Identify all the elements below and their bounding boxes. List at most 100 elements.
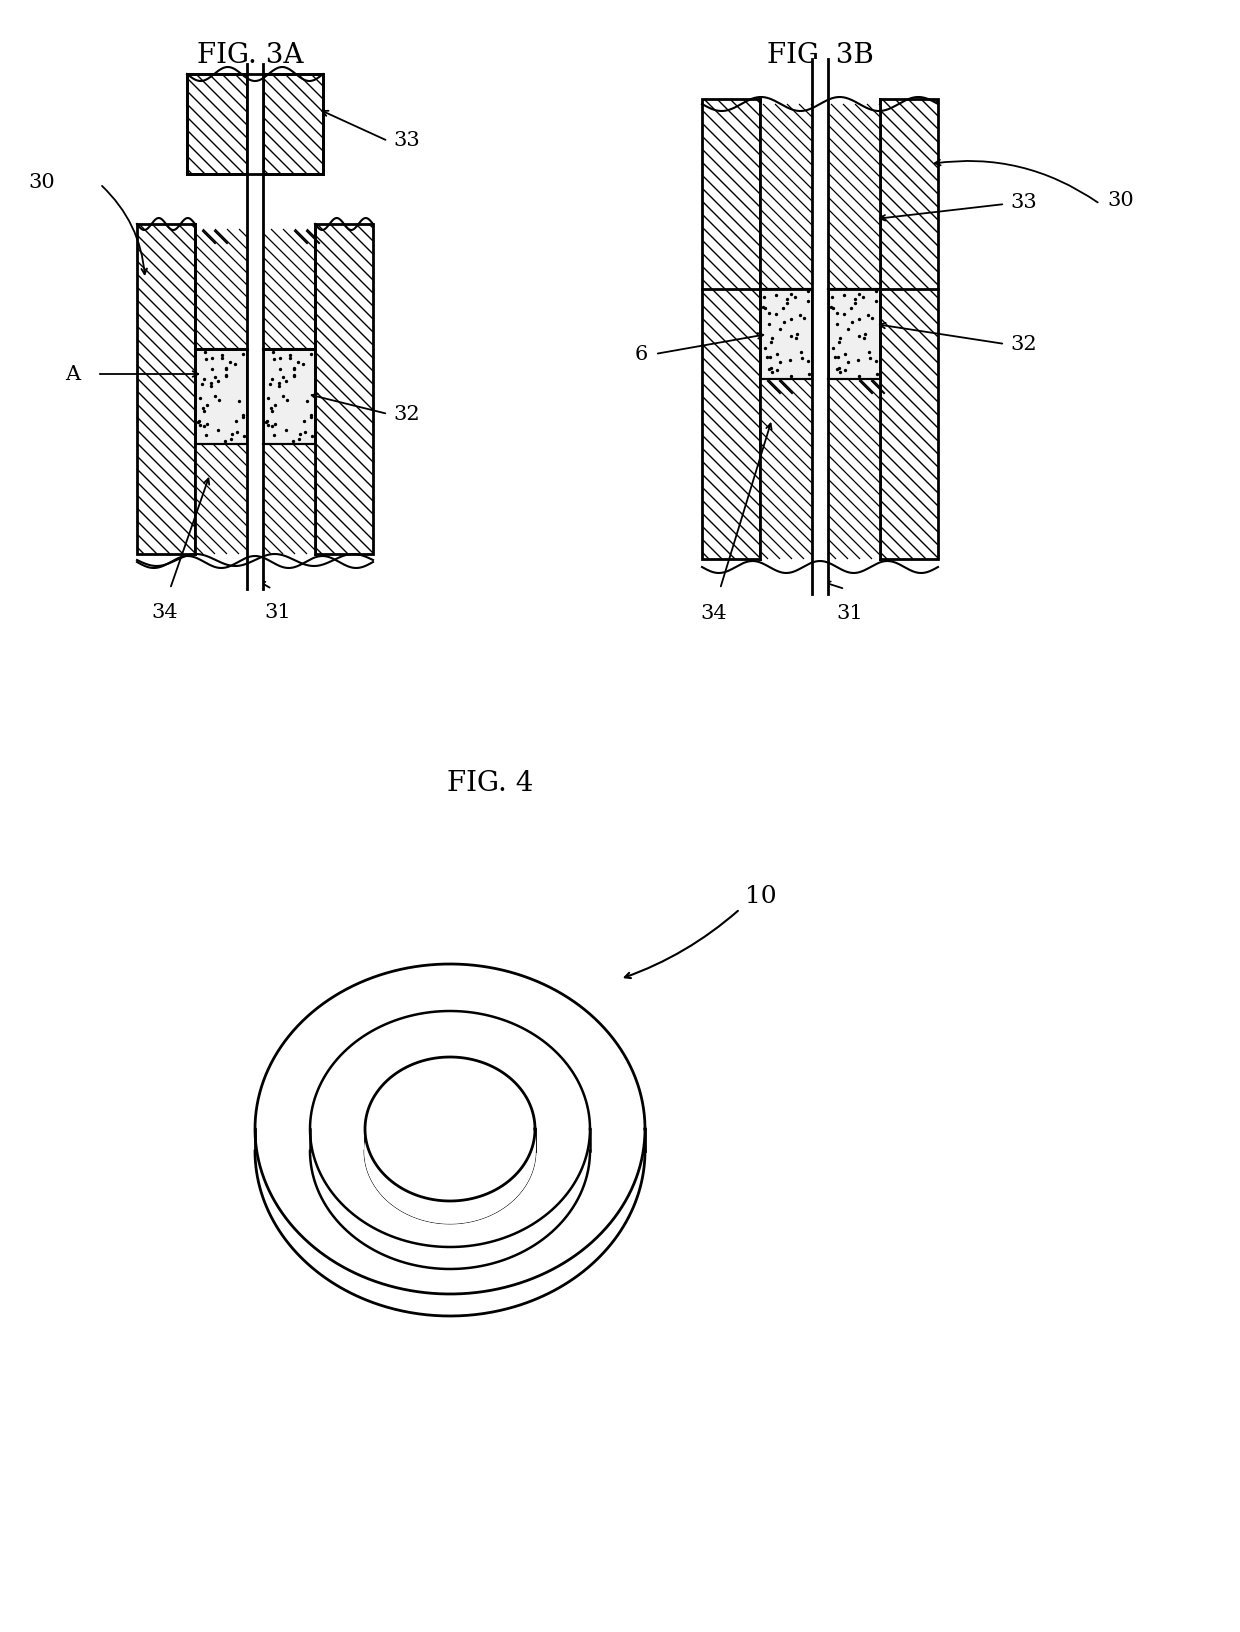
Point (835, 302, 854, 328)
Point (774, 310, 794, 336)
Point (195, 339, 215, 366)
Point (838, 317, 858, 343)
Point (258, 387, 278, 413)
Point (776, 290, 796, 317)
Point (797, 289, 817, 315)
Point (780, 348, 800, 374)
Point (196, 346, 216, 372)
Point (791, 339, 811, 366)
Bar (195, 349, 247, 446)
Point (212, 346, 232, 372)
Text: 31: 31 (264, 602, 291, 622)
Point (265, 393, 285, 419)
Point (827, 312, 847, 338)
Point (264, 423, 284, 449)
Text: FIG. 4: FIG. 4 (446, 770, 533, 796)
Bar (812, 60, 828, 594)
Point (195, 398, 215, 424)
Point (226, 410, 246, 436)
Point (799, 362, 818, 388)
Point (222, 421, 242, 447)
Point (228, 388, 248, 415)
Point (797, 279, 817, 305)
Bar (880, 100, 937, 560)
Point (197, 411, 217, 437)
Point (835, 282, 854, 308)
Point (280, 343, 300, 369)
Point (295, 419, 315, 446)
Bar (315, 225, 373, 555)
Text: FIG. 3A: FIG. 3A (197, 42, 304, 69)
Text: 30: 30 (29, 173, 55, 191)
Point (284, 356, 304, 382)
Point (263, 367, 283, 393)
Point (277, 388, 296, 415)
Polygon shape (255, 965, 645, 1294)
Point (827, 300, 847, 326)
Point (233, 405, 253, 431)
Point (760, 300, 780, 326)
Text: FIG. 3B: FIG. 3B (766, 42, 873, 69)
Point (290, 421, 310, 447)
Point (216, 362, 236, 388)
Text: 30: 30 (1107, 191, 1133, 209)
Text: 34: 34 (151, 602, 179, 622)
Point (794, 305, 813, 331)
Point (300, 403, 320, 429)
Bar (247, 65, 263, 589)
Point (205, 364, 224, 390)
Point (849, 307, 869, 333)
Point (835, 341, 854, 367)
Point (760, 344, 780, 370)
Polygon shape (365, 1079, 534, 1224)
Point (822, 286, 842, 312)
Bar (828, 290, 880, 380)
Point (196, 423, 216, 449)
Point (296, 388, 316, 415)
Point (216, 357, 236, 384)
Point (866, 279, 885, 305)
Point (264, 346, 284, 372)
Point (202, 346, 222, 372)
Point (828, 330, 848, 356)
Text: 31: 31 (837, 604, 863, 623)
Text: 32: 32 (1011, 335, 1037, 354)
Point (770, 349, 790, 375)
Point (867, 349, 887, 375)
Point (754, 286, 774, 312)
Point (284, 362, 304, 388)
Point (210, 388, 229, 415)
Point (830, 325, 849, 351)
Point (856, 322, 875, 348)
Bar (136, 225, 195, 555)
Point (842, 310, 862, 336)
Point (270, 346, 290, 372)
Point (284, 357, 304, 384)
Point (190, 387, 210, 413)
Point (259, 372, 279, 398)
Point (188, 410, 208, 436)
Point (781, 323, 801, 349)
Point (766, 341, 786, 367)
Bar (263, 349, 315, 446)
Bar (702, 100, 760, 560)
Point (260, 395, 280, 421)
Point (844, 290, 864, 317)
Point (770, 317, 790, 343)
Bar (187, 75, 247, 175)
Point (781, 282, 801, 308)
Point (280, 346, 300, 372)
Point (759, 312, 779, 338)
Bar (195, 230, 247, 349)
Bar (263, 230, 315, 349)
Bar (828, 104, 880, 290)
Point (825, 344, 844, 370)
Point (753, 295, 773, 322)
Point (233, 424, 253, 450)
Point (838, 349, 858, 375)
Point (284, 429, 304, 455)
Polygon shape (365, 1058, 534, 1224)
Point (257, 410, 277, 436)
Text: 6: 6 (635, 346, 649, 364)
Point (208, 418, 228, 444)
